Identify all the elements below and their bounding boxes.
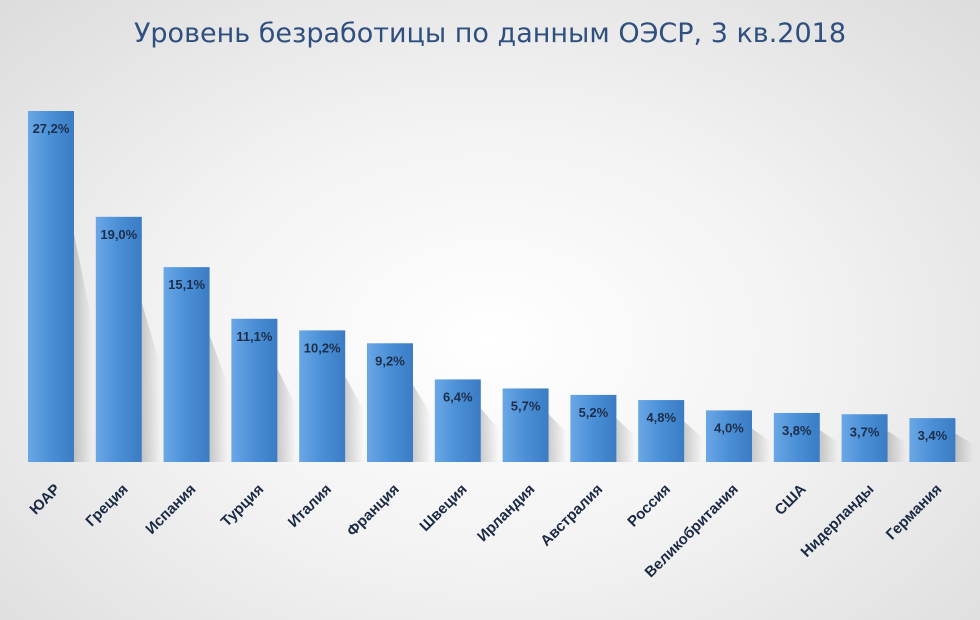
category-label: Ирландия <box>474 481 538 545</box>
bar-shadow <box>887 430 906 462</box>
category-label: США <box>772 481 810 519</box>
bar-10 <box>638 400 685 462</box>
bar-shadow <box>752 428 770 462</box>
value-label: 15,1% <box>168 277 205 292</box>
bar-6 <box>367 343 413 462</box>
bar-1 <box>28 111 74 462</box>
bar-3 <box>163 267 210 462</box>
category-label: Франция <box>344 481 403 540</box>
value-label: 27,2% <box>33 121 70 136</box>
category-label: Италия <box>285 481 335 531</box>
category-label: Германия <box>883 481 945 543</box>
bar-shadow <box>616 418 635 462</box>
category-label: Испания <box>142 481 199 538</box>
value-label: 3,4% <box>918 428 948 443</box>
value-label: 10,2% <box>304 340 341 355</box>
bar-12 <box>773 412 820 462</box>
bar-2 <box>95 216 142 462</box>
value-label: 5,2% <box>579 405 609 420</box>
bar-shadow <box>74 233 92 462</box>
category-label: Россия <box>624 481 674 531</box>
bar-13 <box>841 414 888 462</box>
bar-shadow <box>141 302 160 462</box>
value-label: 11,1% <box>236 329 273 344</box>
value-label: 9,2% <box>375 353 405 368</box>
category-label: Греция <box>82 481 131 530</box>
value-label: 4,0% <box>714 420 744 435</box>
category-label: Швеция <box>416 481 470 535</box>
bar-shadow <box>209 335 228 462</box>
bar-shadow <box>345 376 364 462</box>
bar-shadow <box>413 384 431 462</box>
value-label: 5,7% <box>511 398 541 413</box>
chart-title: Уровень безработицы по данным ОЭСР, 3 кв… <box>133 18 847 49</box>
bar-4 <box>231 318 278 462</box>
bar-14 <box>909 418 956 462</box>
bar-11 <box>706 410 752 462</box>
bar-8 <box>502 388 549 462</box>
value-label: 4,8% <box>646 410 676 425</box>
bar-5 <box>299 330 346 462</box>
bar-shadow <box>819 430 838 462</box>
bar-9 <box>570 394 617 462</box>
bar-shadow <box>548 414 567 462</box>
value-label: 3,7% <box>850 424 880 439</box>
bar-shadow <box>955 433 974 462</box>
bar-shadow <box>480 408 499 462</box>
bar-shadow <box>277 368 296 462</box>
bar-shadow <box>684 421 703 462</box>
value-label: 3,8% <box>782 423 812 438</box>
category-label: ЮАР <box>26 481 63 518</box>
value-label: 19,0% <box>100 227 137 242</box>
bar-7 <box>434 379 481 462</box>
value-label: 6,4% <box>443 389 473 404</box>
category-label: Турция <box>218 481 268 531</box>
category-label: Австралия <box>537 481 606 550</box>
